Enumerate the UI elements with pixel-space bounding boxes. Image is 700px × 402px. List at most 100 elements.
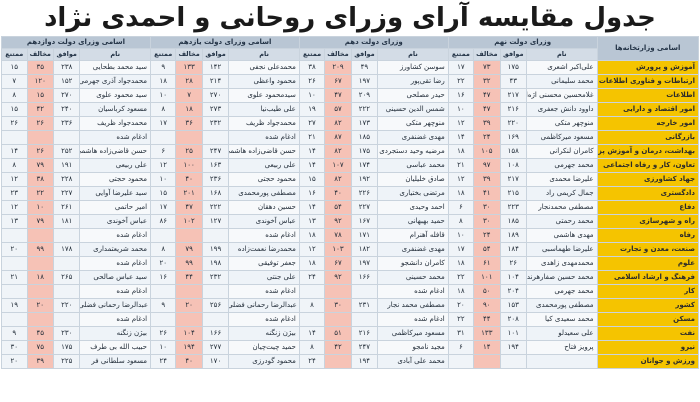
votes-against: ۸۲ (324, 116, 352, 131)
minister-name: حیدر مصلحی (377, 88, 449, 103)
sub-header-2: مخالف (175, 48, 203, 61)
minister-name: مسعود میرکاظمی (377, 326, 449, 341)
minister-name: محمد حسین صفارهرندی (526, 270, 598, 285)
table-row: آموزش و پرورش علی‌اکبر اشعری ۱۷۵ ۷۳ ۱۷ سوسن ک… (1, 60, 700, 75)
votes-abstain (1, 256, 28, 271)
votes-abstain: ۶ (447, 200, 475, 215)
minister-name: محمد علی آبادی (377, 354, 449, 369)
votes-against: ۷ (175, 88, 203, 103)
minister-name: محمد شریعتمداری (79, 242, 152, 257)
minister-name: مسعود کرباسیان (79, 102, 152, 117)
votes-abstain: ۲۱ (447, 158, 475, 173)
ministry-name: راه و شهرسازی (596, 214, 700, 229)
votes-against: ۷۹ (26, 158, 55, 173)
votes-against: ۱۵ (26, 88, 55, 103)
table-row: امور اقتصاد و دارایی داوود دانش جعفری ۲۱۶ ۴… (1, 102, 700, 117)
votes-abstain: ۱۷ (150, 116, 177, 131)
sub-header-2: مخالف (26, 48, 55, 61)
votes-against: ۴۷ (473, 102, 501, 117)
votes-against: ۲۲ (26, 186, 55, 201)
votes-for: ۲۷۰ (52, 88, 81, 103)
votes-against: ۴۷ (473, 88, 501, 103)
votes-abstain: ۲۴ (298, 270, 326, 285)
table-row: فرهنگ و ارشاد اسلامی محمد حسین صفارهرندی ۱… (1, 270, 700, 285)
votes-against: ۵۰ (473, 284, 501, 299)
page-title: جدول مقایسه آرای وزرای روحانی و احمدی نژ… (44, 3, 656, 33)
votes-against: ۴۱ (473, 186, 501, 201)
votes-for: ۱۹۸ (201, 256, 230, 271)
minister-name: سید‌محمود علوی (228, 88, 300, 103)
minister-name: حمید بهبهانی (377, 214, 449, 229)
votes-for: ۲۱۵ (499, 186, 528, 201)
votes-against (324, 284, 352, 299)
votes-against: ۳۹ (473, 172, 501, 187)
minister-name: علیرضا طهماسبی (526, 242, 598, 257)
table-row: علوم محمدمهدی زاهدی ۲۶ ۶۱ ۱۸ کامران دانشجو ۱۹۷… (1, 256, 700, 271)
votes-abstain: ۲۰ (1, 242, 28, 257)
votes-for (201, 130, 230, 145)
minister-name: عباس آخوندی (79, 214, 152, 229)
ministry-name: مسکن (596, 312, 700, 327)
votes-for: ۲۵۲ (52, 144, 81, 159)
votes-against: ۷۳ (473, 60, 501, 75)
votes-against: ۴۷ (324, 88, 352, 103)
votes-against: ۱۲۰ (26, 74, 55, 89)
sub-header-0: نام (526, 48, 598, 61)
votes-for: ۲۲۲ (201, 200, 230, 215)
votes-abstain: ۱۲ (150, 158, 177, 173)
votes-for: ۱۶۶ (350, 270, 379, 285)
group-header-10: وزرای دولت دهم (298, 36, 449, 49)
votes-for: ۱۹۷ (350, 74, 379, 89)
votes-for: ۱۸۲ (350, 242, 379, 257)
table-row: امور خارجه منوچهر متکی ۲۲۰ ۳۹ ۱۲ منوچهر متکی ۱… (1, 116, 700, 131)
minister-name: ادغام شده (79, 130, 152, 145)
votes-for: ۱۷۴ (350, 158, 379, 173)
sub-header-3: ممتنع (1, 48, 28, 61)
votes-against: ۳۰ (473, 214, 501, 229)
votes-abstain: ۸ (1, 88, 28, 103)
votes-abstain: ۲۷ (298, 116, 326, 131)
minister-name: مسعود سلطانی فر (79, 354, 152, 369)
votes-against (26, 228, 55, 243)
minister-name: منوچهر متکی (377, 116, 449, 131)
comparison-table: اسامی وزارتخانه‌ها وزرای دولت نهم وزرای … (0, 36, 700, 369)
minister-name: مهدی غضنفری (377, 130, 449, 145)
minister-name: بیژن زنگنه (79, 326, 152, 341)
votes-for: ۲۶ (499, 256, 528, 271)
votes-against (175, 284, 203, 299)
minister-name: بیژن زنگنه (228, 326, 300, 341)
votes-against: ۹۹ (175, 256, 203, 271)
ministry-name: علوم (596, 256, 700, 271)
votes-against: ۱۰۲ (175, 214, 203, 229)
votes-for: ۱۶۳ (201, 158, 230, 173)
votes-abstain: ۱۸ (447, 284, 475, 299)
sub-header-1: موافق (52, 48, 81, 61)
table-row: تعاون، کار و رفاه اجتماعی محمد جهرمی ۱۰۸ ۹۷… (1, 158, 700, 173)
votes-for: ۲۳۱ (350, 298, 379, 313)
votes-against: ۲۰ (26, 298, 55, 313)
votes-against (175, 228, 203, 243)
votes-against: ۳۰ (324, 298, 352, 313)
votes-for: ۱۸۵ (499, 214, 528, 229)
votes-against: ۳۹ (26, 354, 55, 369)
ministry-name: رفاه (596, 228, 700, 243)
votes-against (324, 312, 352, 327)
votes-against: ۹۲ (324, 270, 352, 285)
votes-against: ۹۲ (324, 214, 352, 229)
votes-for: ۲۴۷ (350, 340, 379, 355)
minister-name: پرویز فتاح (526, 340, 598, 355)
votes-abstain: ۸ (150, 102, 177, 117)
votes-against: ۳۸ (26, 172, 55, 187)
votes-abstain: ۱۸ (447, 186, 475, 201)
votes-against: ۳۲ (473, 74, 501, 89)
minister-name: علی طیب‌نیا (228, 102, 300, 117)
votes-for: ۲۳۸ (52, 60, 81, 75)
votes-against: ۳۹ (473, 116, 501, 131)
votes-for (201, 284, 230, 299)
sub-header-0: نام (228, 48, 300, 61)
votes-for: ۲۳۶ (201, 172, 230, 187)
minister-name: محمدمهدی زاهدی (526, 256, 598, 271)
table-row: کشور مصطفی پورمحمدی ۱۵۳ ۹۰ ۲۰ مصطفی محمد نجار… (1, 298, 700, 313)
minister-name: مسعود میرکاظمی (526, 130, 598, 145)
votes-abstain: ۸ (150, 242, 177, 257)
